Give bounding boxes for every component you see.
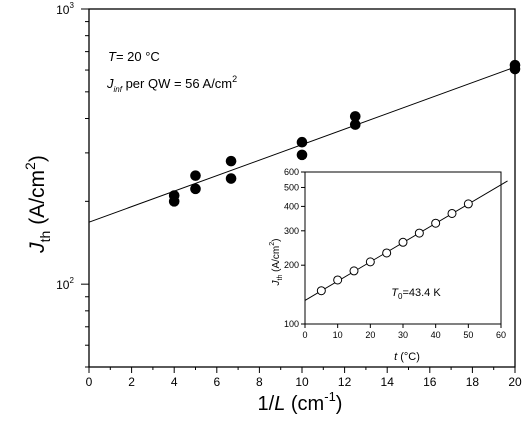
inset-x-axis-label: t (°C) bbox=[394, 351, 420, 363]
main-y-ticks: 102 103 bbox=[56, 1, 89, 368]
main-x-tick-label: 16 bbox=[423, 375, 437, 389]
main-x-tick-label: 0 bbox=[86, 375, 93, 389]
main-data-point bbox=[296, 149, 308, 161]
inset-x-tick-label: 30 bbox=[398, 330, 408, 340]
main-jinf-annotation: Jinf per QW = 56 A/cm2 bbox=[106, 74, 237, 94]
main-x-tick-label: 4 bbox=[171, 375, 178, 389]
inset-x-tick-label: 10 bbox=[333, 330, 343, 340]
main-x-tick-label: 2 bbox=[128, 375, 135, 389]
main-x-tick-label: 18 bbox=[466, 375, 480, 389]
inset-x-ticks: 0 10 20 30 40 50 60 bbox=[302, 324, 506, 340]
inset-y-tick-label: 100 bbox=[284, 319, 299, 329]
inset-data-point bbox=[365, 257, 375, 267]
inset-x-tick-label: 50 bbox=[463, 330, 473, 340]
inset-y-tick-label: 500 bbox=[284, 182, 299, 192]
inset-data-point bbox=[316, 286, 326, 296]
inset-plot: 0 10 20 30 40 50 60 100 200 300 400 500 600 T0=43.4… bbox=[269, 167, 508, 363]
inset-y-tick-label: 400 bbox=[284, 201, 299, 211]
inset-t0-annotation: T0=43.4 K bbox=[391, 287, 441, 301]
main-y-tick-label: 103 bbox=[56, 1, 74, 17]
inset-x-tick-label: 40 bbox=[431, 330, 441, 340]
main-data-point bbox=[225, 155, 237, 167]
main-x-tick-label: 12 bbox=[338, 375, 352, 389]
main-data-point bbox=[190, 183, 201, 195]
main-x-tick-label: 14 bbox=[381, 375, 395, 389]
inset-y-tick-label: 200 bbox=[284, 260, 299, 270]
inset-y-tick-label: 600 bbox=[284, 167, 299, 177]
inset-data-point bbox=[333, 275, 343, 285]
inset-data-points bbox=[316, 199, 473, 296]
inset-data-point bbox=[431, 218, 441, 228]
main-x-tick-label: 10 bbox=[295, 375, 309, 389]
inset-y-tick-label: 300 bbox=[284, 226, 299, 236]
main-data-point bbox=[349, 111, 361, 122]
main-y-tick-label: 102 bbox=[56, 276, 74, 292]
inset-data-point bbox=[398, 237, 408, 247]
inset-data-point bbox=[414, 228, 424, 238]
inset-y-ticks: 100 200 300 400 500 600 bbox=[284, 167, 305, 329]
main-x-ticks: 0 2 4 6 8 10 12 14 16 18 20 bbox=[86, 367, 522, 389]
inset-x-tick-label: 20 bbox=[365, 330, 375, 340]
main-x-tick-label: 6 bbox=[213, 375, 220, 389]
inset-x-tick-label: 0 bbox=[302, 330, 307, 340]
main-x-tick-label: 8 bbox=[256, 375, 263, 389]
inset-data-point bbox=[447, 208, 457, 218]
main-data-point bbox=[225, 173, 237, 184]
main-x-tick-label: 20 bbox=[508, 375, 522, 389]
main-temperature-annotation: T= 20 °C bbox=[108, 49, 160, 64]
inset-data-point bbox=[463, 199, 473, 209]
main-data-points bbox=[168, 59, 521, 207]
main-plot: 0 2 4 6 8 10 12 14 16 18 20 102 103 T= 20 °C Jinf p… bbox=[22, 1, 522, 415]
main-data-point bbox=[296, 136, 308, 148]
main-x-axis-label: 1/L (cm-1) bbox=[258, 389, 343, 415]
inset-y-axis-label: Jth (A/cm2) bbox=[269, 239, 284, 287]
inset-data-point bbox=[349, 266, 359, 276]
main-data-point bbox=[190, 170, 201, 181]
main-data-point bbox=[349, 119, 361, 130]
main-y-axis-label: Jth (A/cm2) bbox=[22, 155, 53, 254]
inset-data-point bbox=[382, 248, 392, 258]
inset-background bbox=[305, 172, 501, 324]
main-data-point bbox=[168, 196, 180, 207]
inset-x-tick-label: 60 bbox=[496, 330, 506, 340]
